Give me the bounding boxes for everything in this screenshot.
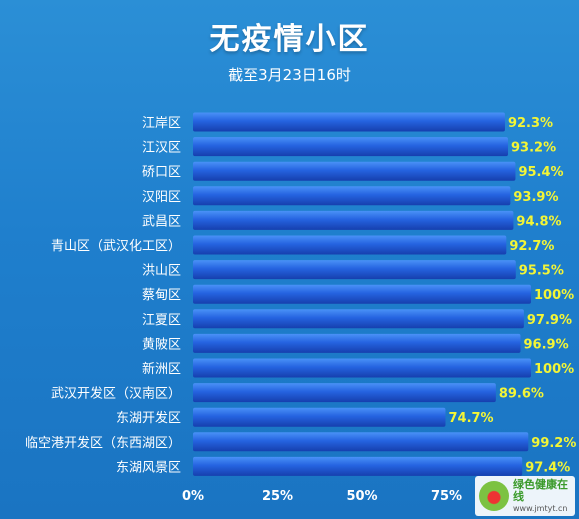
x-tick-label: 50% (346, 489, 377, 504)
category-label: 武汉开发区（汉南区） (51, 386, 181, 402)
bar (193, 210, 514, 230)
watermark-logo (479, 481, 509, 511)
category-label: 青山区（武汉化工区） (51, 239, 181, 254)
category-label: 东湖开发区 (116, 410, 181, 426)
category-label: 临空港开发区（东西湖区） (25, 435, 181, 451)
value-label: 99.2% (531, 436, 576, 451)
value-label: 94.8% (516, 214, 561, 229)
category-label: 黄陂区 (142, 336, 181, 352)
x-tick-label: 0% (182, 489, 204, 504)
category-label: 硚口区 (142, 165, 181, 180)
category-label: 东湖风景区 (116, 460, 181, 475)
value-label: 95.5% (519, 264, 564, 279)
bar (193, 333, 521, 353)
value-label: 97.4% (525, 460, 570, 475)
category-label: 江夏区 (142, 313, 181, 328)
bar (193, 432, 529, 452)
x-tick-label: 25% (262, 489, 293, 504)
bar (193, 137, 509, 157)
chart-subtitle: 截至3月23日16时 (228, 66, 351, 84)
watermark: 绿色健康在线 www.jmtyt.cn (475, 476, 575, 516)
bar (193, 456, 523, 476)
bar (193, 260, 516, 280)
bar (193, 383, 496, 403)
category-label: 洪山区 (142, 264, 181, 279)
category-label: 武昌区 (142, 214, 181, 229)
value-label: 93.2% (511, 141, 556, 156)
category-label: 新洲区 (142, 361, 181, 377)
bar (193, 112, 505, 132)
bar (193, 407, 446, 427)
value-label: 89.6% (499, 387, 544, 402)
value-label: 92.3% (508, 116, 553, 131)
bar (193, 161, 516, 181)
bar (193, 235, 507, 255)
value-label: 100% (534, 362, 574, 377)
watermark-name: 绿色健康在线 (513, 477, 568, 504)
bar (193, 309, 524, 329)
category-label: 蔡甸区 (142, 288, 181, 303)
category-label: 江岸区 (142, 116, 181, 131)
value-label: 96.9% (524, 337, 569, 352)
value-label: 92.7% (509, 239, 554, 254)
x-tick-label: 75% (431, 489, 462, 504)
value-label: 95.4% (518, 165, 563, 180)
value-label: 93.9% (513, 190, 558, 205)
category-label: 汉阳区 (142, 190, 181, 205)
value-label: 74.7% (448, 411, 493, 426)
bar (193, 358, 531, 378)
watermark-url: www.jmtyt.cn (513, 504, 568, 514)
category-label: 江汉区 (142, 141, 181, 156)
bar (193, 284, 531, 304)
chart-title: 无疫情小区 (209, 22, 370, 57)
value-label: 100% (534, 288, 574, 303)
value-label: 97.9% (527, 313, 572, 328)
bar (193, 186, 511, 206)
